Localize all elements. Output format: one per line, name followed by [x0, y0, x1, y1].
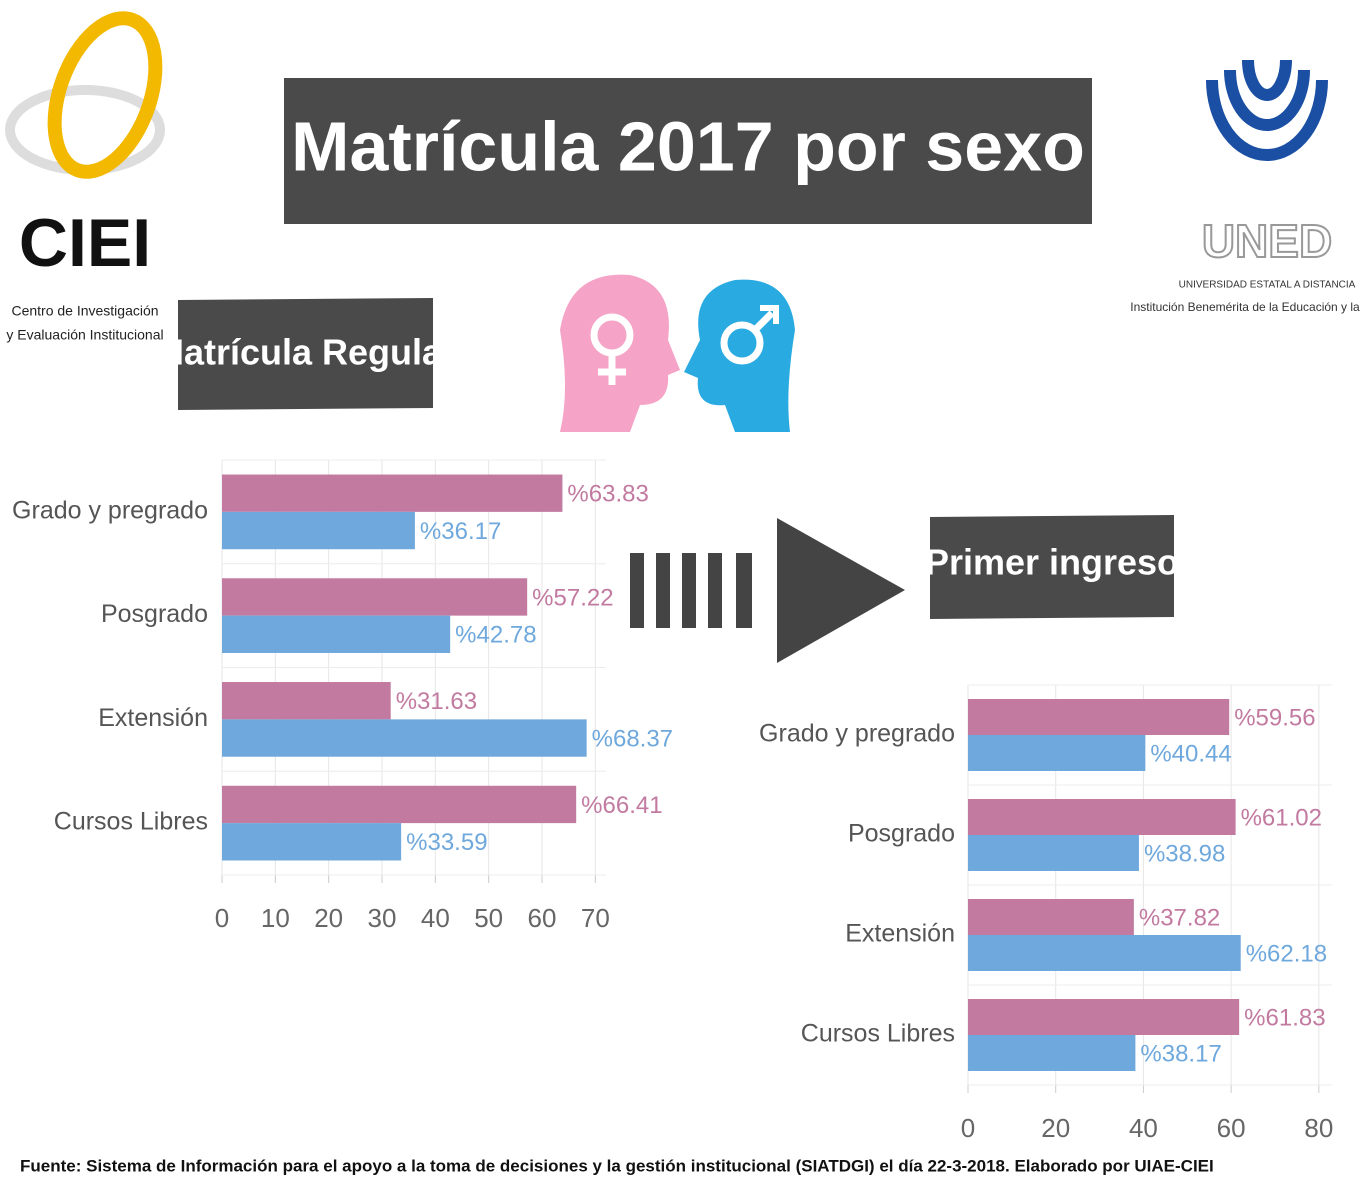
- title-box: [284, 78, 1092, 224]
- x-tick-label: 70: [581, 903, 610, 933]
- bar: [968, 835, 1139, 871]
- bar: [968, 999, 1240, 1035]
- section-box: [930, 515, 1174, 619]
- male-symbol: [760, 305, 779, 324]
- y-tick-label: Grado y pregrado: [759, 720, 955, 748]
- logo-ring: [47, 11, 163, 179]
- value-label: %38.98: [1144, 840, 1225, 867]
- bar: [968, 1035, 1136, 1071]
- value-label: %59.56: [1234, 704, 1315, 731]
- bar: [222, 719, 587, 757]
- value-label: %68.37: [592, 725, 673, 752]
- logo-arc: [1206, 79, 1328, 161]
- x-tick-label: 0: [215, 903, 229, 933]
- value-label: %36.17: [420, 518, 501, 545]
- x-tick-label: 0: [961, 1113, 975, 1143]
- logo-name: UNED: [1202, 215, 1332, 267]
- value-label: %38.17: [1140, 1040, 1221, 1067]
- bar: [968, 735, 1146, 771]
- logo-arc: [1242, 59, 1292, 101]
- value-label: %61.02: [1241, 804, 1322, 831]
- bar: [968, 899, 1134, 935]
- x-tick-label: 60: [528, 903, 557, 933]
- value-label: %40.44: [1150, 740, 1231, 767]
- logo-name: CIEI: [19, 205, 151, 281]
- male-head: [684, 279, 795, 432]
- gender-icons: [560, 274, 795, 432]
- uned-logo: UNED UNIVERSIDAD ESTATAL A DISTANCIA Ins…: [1130, 59, 1362, 314]
- value-label: %42.78: [455, 622, 536, 649]
- logo-arc: [1224, 69, 1310, 131]
- source-note: Fuente: Sistema de Información para el a…: [20, 1156, 1214, 1175]
- bar: [222, 682, 391, 720]
- x-tick-label: 50: [474, 903, 503, 933]
- male-symbol: [720, 321, 764, 365]
- y-tick-label: Posgrado: [848, 820, 955, 848]
- y-tick-label: Extensión: [845, 920, 955, 948]
- x-tick-label: 40: [421, 903, 450, 933]
- value-label: %66.41: [581, 792, 662, 819]
- x-tick-label: 20: [1041, 1113, 1070, 1143]
- bar: [968, 699, 1230, 735]
- logo-text: Centro de Investigación: [11, 303, 158, 319]
- bar: [222, 511, 415, 550]
- arrow: [630, 518, 905, 663]
- x-tick-label: 20: [314, 903, 343, 933]
- logo-text: UNIVERSIDAD ESTATAL A DISTANCIA: [1179, 280, 1356, 291]
- y-tick-label: Grado y pregrado: [12, 496, 208, 524]
- bar: [222, 785, 577, 824]
- bar: [222, 615, 451, 653]
- bar: [968, 799, 1236, 835]
- y-tick-label: Extensión: [98, 704, 208, 732]
- x-tick-label: 30: [368, 903, 397, 933]
- value-label: %37.82: [1139, 904, 1220, 931]
- value-label: %62.18: [1246, 940, 1327, 967]
- logo-text: Institución Benemérita de la Educación y…: [1130, 300, 1362, 314]
- value-label: %61.83: [1244, 1004, 1325, 1031]
- bar: [968, 935, 1241, 971]
- bar: [222, 578, 528, 616]
- bar: [222, 823, 402, 861]
- logo-text: y Evaluación Institucional: [6, 327, 163, 343]
- value-label: %33.59: [406, 829, 487, 856]
- section-box: [178, 298, 433, 410]
- x-tick-label: 80: [1304, 1113, 1333, 1143]
- y-tick-label: Cursos Libres: [801, 1020, 955, 1048]
- x-tick-label: 60: [1217, 1113, 1246, 1143]
- male-symbol: [752, 310, 775, 333]
- value-label: %63.83: [567, 481, 648, 508]
- ciei-logo: CIEI Centro de Investigación y Evaluació…: [5, 11, 165, 343]
- bar: [222, 474, 563, 512]
- x-tick-label: 40: [1129, 1113, 1158, 1143]
- section-title: Matrícula Regular: [154, 332, 456, 373]
- page-title: Matrícula 2017 por sexo: [291, 107, 1085, 185]
- y-tick-label: Posgrado: [101, 600, 208, 628]
- section-title: Primer ingreso: [925, 542, 1179, 583]
- y-tick-label: Cursos Libres: [54, 808, 208, 836]
- value-label: %31.63: [396, 688, 477, 715]
- x-tick-label: 10: [261, 903, 290, 933]
- value-label: %57.22: [532, 584, 613, 611]
